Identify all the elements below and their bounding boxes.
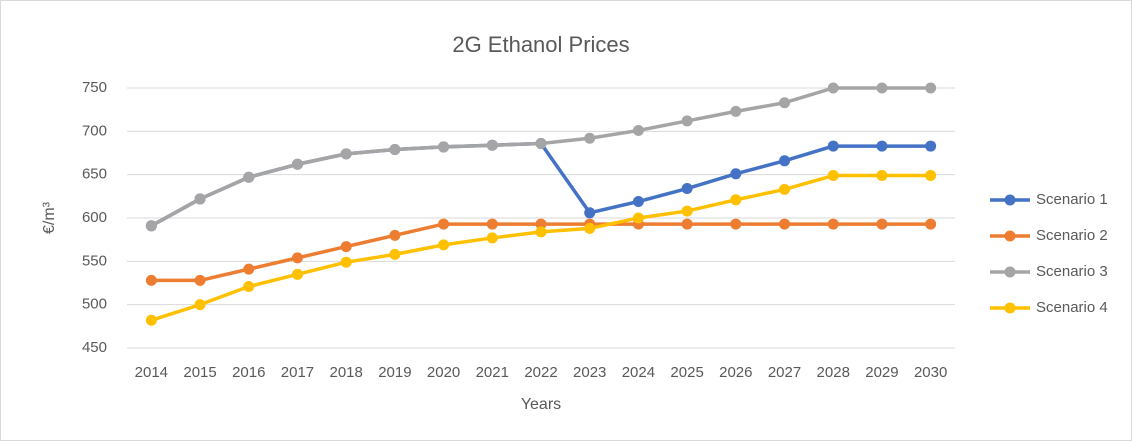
x-tick-label: 2016 — [232, 364, 265, 381]
y-tick-label: 500 — [82, 296, 107, 313]
data-point — [827, 218, 839, 230]
x-tick-label: 2019 — [378, 364, 411, 381]
data-point — [876, 170, 888, 182]
x-tick-label: 2029 — [865, 364, 898, 381]
x-tick-label: 2018 — [329, 364, 362, 381]
data-point — [486, 218, 498, 230]
data-point — [925, 82, 937, 94]
data-point — [340, 148, 352, 160]
data-point — [827, 140, 839, 152]
data-point — [632, 196, 644, 208]
legend-marker — [1004, 230, 1016, 242]
y-tick-label: 650 — [82, 166, 107, 183]
data-point — [438, 218, 450, 230]
data-point — [681, 115, 693, 127]
data-point — [681, 218, 693, 230]
y-axis-label: €/m³ — [41, 201, 58, 234]
x-tick-label: 2025 — [670, 364, 703, 381]
data-point — [486, 232, 498, 244]
data-point — [681, 205, 693, 217]
data-point — [243, 280, 255, 292]
y-tick-label: 700 — [82, 122, 107, 139]
y-tick-label: 600 — [82, 209, 107, 226]
y-tick-label: 550 — [82, 252, 107, 269]
x-tick-label: 2028 — [817, 364, 850, 381]
data-point — [535, 218, 547, 230]
data-point — [243, 171, 255, 183]
legend-marker — [1004, 302, 1016, 314]
data-point — [438, 141, 450, 153]
x-tick-label: 2027 — [768, 364, 801, 381]
data-point — [779, 218, 791, 230]
x-tick-label: 2020 — [427, 364, 460, 381]
data-point — [145, 314, 157, 326]
x-tick-label: 2024 — [622, 364, 655, 381]
data-point — [632, 124, 644, 136]
y-tick-label: 750 — [82, 79, 107, 96]
data-point — [681, 183, 693, 195]
x-tick-label: 2026 — [719, 364, 752, 381]
data-point — [827, 170, 839, 182]
data-point — [925, 140, 937, 152]
x-axis-label: Years — [521, 396, 561, 413]
data-point — [145, 274, 157, 286]
data-point — [584, 132, 596, 144]
data-point — [243, 263, 255, 275]
data-point — [779, 97, 791, 109]
x-tick-label: 2014 — [135, 364, 168, 381]
x-tick-label: 2023 — [573, 364, 606, 381]
data-point — [291, 252, 303, 264]
data-point — [730, 168, 742, 180]
data-point — [340, 241, 352, 253]
data-point — [925, 170, 937, 182]
data-point — [876, 140, 888, 152]
legend-marker — [1004, 194, 1016, 206]
data-point — [632, 212, 644, 224]
data-point — [291, 268, 303, 280]
legend-label: Scenario 4 — [1036, 299, 1108, 316]
data-point — [438, 239, 450, 251]
data-point — [827, 82, 839, 94]
x-tick-label: 2030 — [914, 364, 947, 381]
data-point — [730, 105, 742, 117]
data-point — [535, 137, 547, 149]
data-point — [194, 274, 206, 286]
data-point — [535, 226, 547, 238]
legend-marker — [1004, 266, 1016, 278]
data-point — [389, 248, 401, 260]
data-point — [194, 299, 206, 311]
data-point — [876, 218, 888, 230]
data-point — [145, 220, 157, 232]
data-point — [389, 144, 401, 156]
data-point — [779, 155, 791, 167]
chart-title: 2G Ethanol Prices — [452, 32, 629, 57]
data-point — [486, 139, 498, 151]
x-tick-label: 2022 — [524, 364, 557, 381]
data-point — [876, 82, 888, 94]
data-point — [194, 193, 206, 205]
data-point — [584, 222, 596, 234]
legend-label: Scenario 1 — [1036, 191, 1108, 208]
y-tick-label: 450 — [82, 339, 107, 356]
x-tick-label: 2015 — [183, 364, 216, 381]
legend-label: Scenario 2 — [1036, 227, 1108, 244]
data-point — [779, 183, 791, 195]
data-point — [925, 218, 937, 230]
x-tick-label: 2017 — [281, 364, 314, 381]
data-point — [730, 218, 742, 230]
data-point — [291, 158, 303, 170]
data-point — [389, 229, 401, 241]
x-tick-label: 2021 — [476, 364, 509, 381]
legend-label: Scenario 3 — [1036, 263, 1108, 280]
data-point — [340, 256, 352, 268]
data-point — [730, 194, 742, 206]
data-point — [584, 207, 596, 219]
